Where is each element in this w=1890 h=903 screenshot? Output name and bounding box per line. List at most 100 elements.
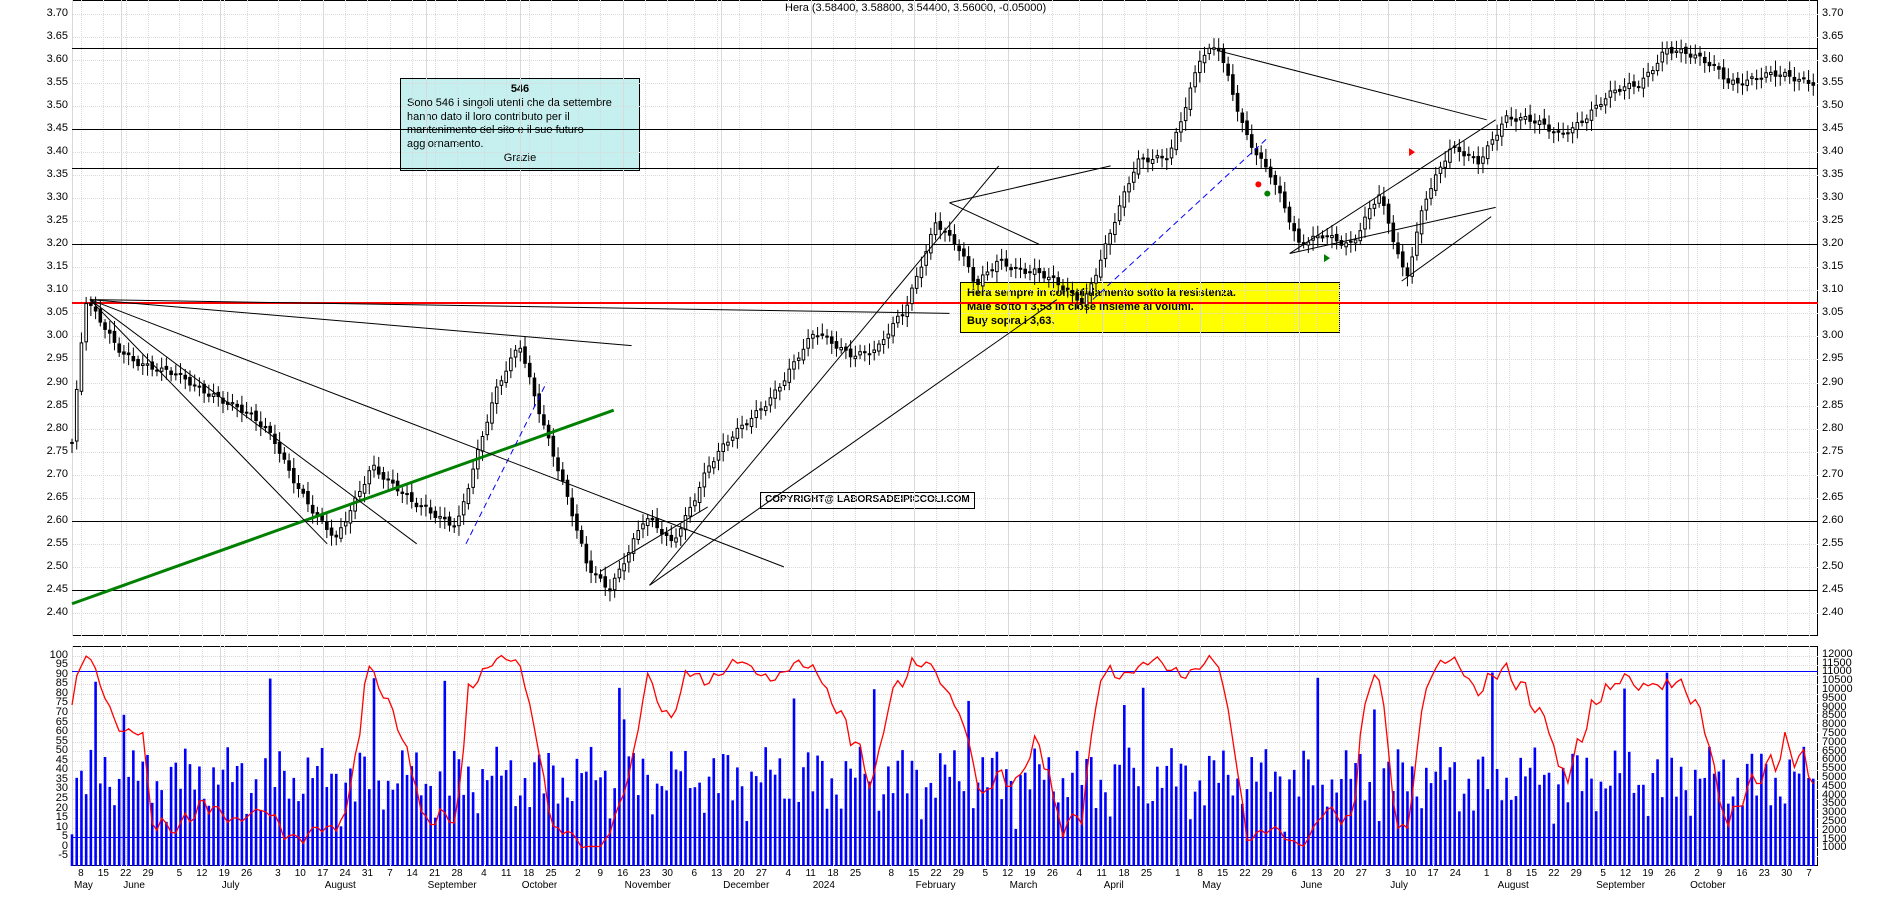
x-day-label: 5 xyxy=(983,868,989,879)
y-price-label-right: 3.70 xyxy=(1822,7,1843,19)
y-price-label-right: 2.70 xyxy=(1822,468,1843,480)
y-price-label-left: 2.45 xyxy=(47,583,68,595)
y-price-label-left: 2.80 xyxy=(47,422,68,434)
y-price-label-right: 3.65 xyxy=(1822,30,1843,42)
x-day-label: 3 xyxy=(275,868,281,879)
x-day-label: 20 xyxy=(733,868,744,879)
x-day-label: 27 xyxy=(756,868,767,879)
x-day-label: 11 xyxy=(501,868,511,879)
x-day-label: 30 xyxy=(1781,868,1792,879)
y-price-label-left: 2.55 xyxy=(47,537,68,549)
y-price-label-right: 2.85 xyxy=(1822,399,1843,411)
x-day-label: 7 xyxy=(387,868,393,879)
x-day-label: 23 xyxy=(639,868,650,879)
y-price-label-right: 3.30 xyxy=(1822,191,1843,203)
y-price-label-left: 3.25 xyxy=(47,214,68,226)
y-price-label-left: 2.70 xyxy=(47,468,68,480)
y-price-label-left: 3.70 xyxy=(47,7,68,19)
x-day-label: 8 xyxy=(78,868,84,879)
y-price-label-right: 3.35 xyxy=(1822,168,1843,180)
x-day-label: 17 xyxy=(317,868,328,879)
x-month-label: June xyxy=(1301,880,1323,891)
x-day-label: 29 xyxy=(1262,868,1273,879)
x-month-label: October xyxy=(522,880,558,891)
y-price-label-left: 2.60 xyxy=(47,514,68,526)
x-day-label: 15 xyxy=(98,868,109,879)
y-price-label-right: 2.60 xyxy=(1822,514,1843,526)
x-day-label: 10 xyxy=(295,868,306,879)
y-price-label-left: 3.50 xyxy=(47,99,68,111)
x-day-label: 19 xyxy=(219,868,230,879)
x-month-label: July xyxy=(1390,880,1408,891)
y-price-label-right: 3.55 xyxy=(1822,76,1843,88)
x-month-label: December xyxy=(723,880,769,891)
x-day-label: 18 xyxy=(1119,868,1130,879)
x-day-label: 17 xyxy=(1427,868,1438,879)
y-price-label-right: 2.95 xyxy=(1822,352,1843,364)
x-day-label: 4 xyxy=(481,868,487,879)
x-month-label: August xyxy=(325,880,356,891)
x-day-label: 16 xyxy=(617,868,628,879)
x-day-label: 9 xyxy=(1717,868,1723,879)
x-month-label: June xyxy=(123,880,145,891)
y-price-label-right: 3.05 xyxy=(1822,306,1843,318)
y-osc-label: 100 xyxy=(50,649,68,661)
y-price-label-right: 2.45 xyxy=(1822,583,1843,595)
x-month-label: July xyxy=(222,880,240,891)
x-day-label: 22 xyxy=(930,868,941,879)
y-price-label-right: 2.65 xyxy=(1822,491,1843,503)
y-price-label-left: 3.10 xyxy=(47,283,68,295)
x-day-label: 12 xyxy=(196,868,207,879)
x-day-label: 9 xyxy=(597,868,603,879)
x-day-label: 14 xyxy=(407,868,418,879)
y-price-label-right: 2.40 xyxy=(1822,606,1843,618)
y-price-label-right: 2.50 xyxy=(1822,560,1843,572)
x-month-label: April xyxy=(1104,880,1124,891)
x-day-label: 26 xyxy=(1665,868,1676,879)
x-day-label: 26 xyxy=(1047,868,1058,879)
x-day-label: 6 xyxy=(692,868,698,879)
y-price-label-left: 2.85 xyxy=(47,399,68,411)
x-day-label: 22 xyxy=(120,868,131,879)
y-price-label-right: 2.90 xyxy=(1822,376,1843,388)
y-price-label-left: 3.30 xyxy=(47,191,68,203)
x-day-label: 15 xyxy=(908,868,919,879)
y-price-label-right: 3.60 xyxy=(1822,53,1843,65)
y-price-label-right: 3.40 xyxy=(1822,145,1843,157)
x-day-label: 25 xyxy=(1141,868,1152,879)
x-month-label: March xyxy=(1010,880,1038,891)
x-day-label: 10 xyxy=(1405,868,1416,879)
x-day-label: 6 xyxy=(1291,868,1297,879)
x-month-label: May xyxy=(74,880,93,891)
y-price-label-right: 3.15 xyxy=(1822,260,1843,272)
y-price-label-left: 3.45 xyxy=(47,122,68,134)
x-day-label: 16 xyxy=(1736,868,1747,879)
x-day-label: 18 xyxy=(828,868,839,879)
x-day-label: 19 xyxy=(1024,868,1035,879)
x-day-label: 13 xyxy=(1311,868,1322,879)
x-day-label: 26 xyxy=(241,868,252,879)
x-month-label: February xyxy=(916,880,956,891)
y-price-label-left: 3.35 xyxy=(47,168,68,180)
y-price-label-left: 2.75 xyxy=(47,445,68,457)
x-day-label: 13 xyxy=(711,868,722,879)
x-day-label: 8 xyxy=(1197,868,1203,879)
x-day-label: 4 xyxy=(1077,868,1083,879)
y-price-label-right: 3.45 xyxy=(1822,122,1843,134)
x-day-label: 29 xyxy=(143,868,154,879)
y-vol-label: 12000 xyxy=(1822,648,1853,660)
x-day-label: 29 xyxy=(953,868,964,879)
x-day-label: 25 xyxy=(850,868,861,879)
x-day-label: 11 xyxy=(805,868,815,879)
x-day-label: 20 xyxy=(1333,868,1344,879)
y-price-label-left: 3.20 xyxy=(47,237,68,249)
y-price-label-left: 3.40 xyxy=(47,145,68,157)
x-day-label: 22 xyxy=(1239,868,1250,879)
x-month-label: September xyxy=(1596,880,1645,891)
x-day-label: 22 xyxy=(1548,868,1559,879)
x-day-label: 25 xyxy=(545,868,556,879)
x-day-label: 15 xyxy=(1217,868,1228,879)
y-price-label-right: 3.25 xyxy=(1822,214,1843,226)
x-month-label: May xyxy=(1202,880,1221,891)
y-price-label-left: 3.15 xyxy=(47,260,68,272)
